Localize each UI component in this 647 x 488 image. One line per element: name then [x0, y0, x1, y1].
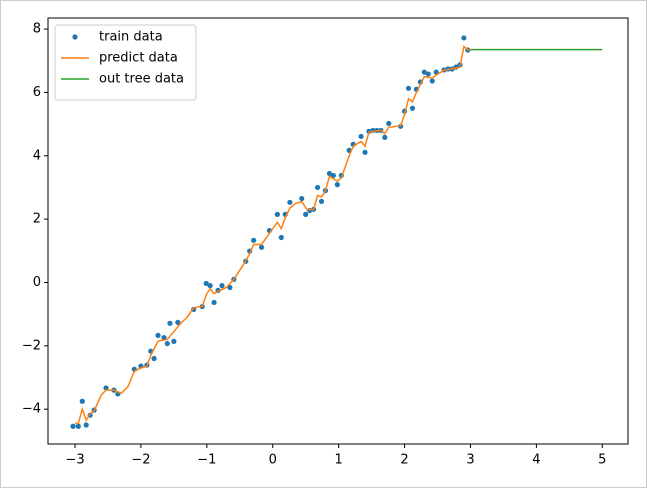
point: [70, 423, 76, 429]
x-tick-label: −2: [131, 453, 150, 468]
y-tick-label: −4: [22, 402, 41, 417]
y-tick-label: 8: [33, 22, 41, 37]
point: [358, 133, 364, 140]
y-tick-label: 0: [33, 275, 41, 290]
point: [75, 423, 81, 429]
point: [251, 237, 257, 243]
x-tick-label: −1: [197, 453, 216, 468]
y-tick-label: 2: [33, 212, 41, 227]
legend-label: train data: [99, 30, 163, 45]
point: [83, 422, 89, 428]
point: [314, 184, 321, 191]
point: [318, 198, 325, 204]
point: [207, 283, 213, 289]
point: [103, 385, 109, 391]
legend-label: predict data: [99, 51, 178, 66]
point: [362, 149, 368, 155]
point: [405, 85, 412, 91]
point: [167, 320, 173, 326]
x-tick-label: 3: [466, 453, 474, 468]
point: [303, 211, 309, 217]
x-tick-label: 4: [532, 453, 540, 468]
point: [461, 35, 467, 41]
point: [79, 398, 85, 404]
point: [274, 211, 280, 217]
x-tick-label: 2: [400, 453, 408, 468]
point: [161, 334, 167, 341]
point: [258, 244, 265, 250]
axes-frame: [47, 17, 629, 445]
point: [211, 299, 217, 306]
point: [151, 355, 157, 362]
x-tick-label: −3: [65, 453, 84, 468]
point: [287, 199, 293, 205]
point: [219, 283, 225, 289]
point: [299, 195, 305, 202]
point: [386, 120, 392, 127]
legend-label: out tree data: [99, 72, 184, 87]
point: [409, 105, 416, 111]
x-tick-label: 0: [269, 453, 277, 468]
point: [421, 69, 427, 75]
point: [425, 71, 431, 77]
x-tick-label: 5: [598, 453, 606, 468]
x-tick-label: 1: [335, 453, 343, 468]
point: [334, 181, 340, 188]
point: [203, 280, 209, 287]
point: [382, 134, 388, 141]
line: [75, 45, 471, 425]
point: [175, 319, 181, 325]
point: [330, 172, 336, 179]
point: [278, 234, 284, 241]
y-tick-label: 6: [33, 85, 41, 100]
legend-marker: [72, 34, 78, 40]
point: [227, 284, 233, 291]
y-tick-label: −2: [22, 338, 41, 353]
y-tick-label: 4: [33, 148, 41, 163]
point: [164, 340, 170, 347]
point: [155, 332, 161, 338]
point: [429, 78, 435, 84]
legend-box: [54, 24, 197, 101]
point: [326, 170, 333, 177]
point: [171, 338, 177, 344]
